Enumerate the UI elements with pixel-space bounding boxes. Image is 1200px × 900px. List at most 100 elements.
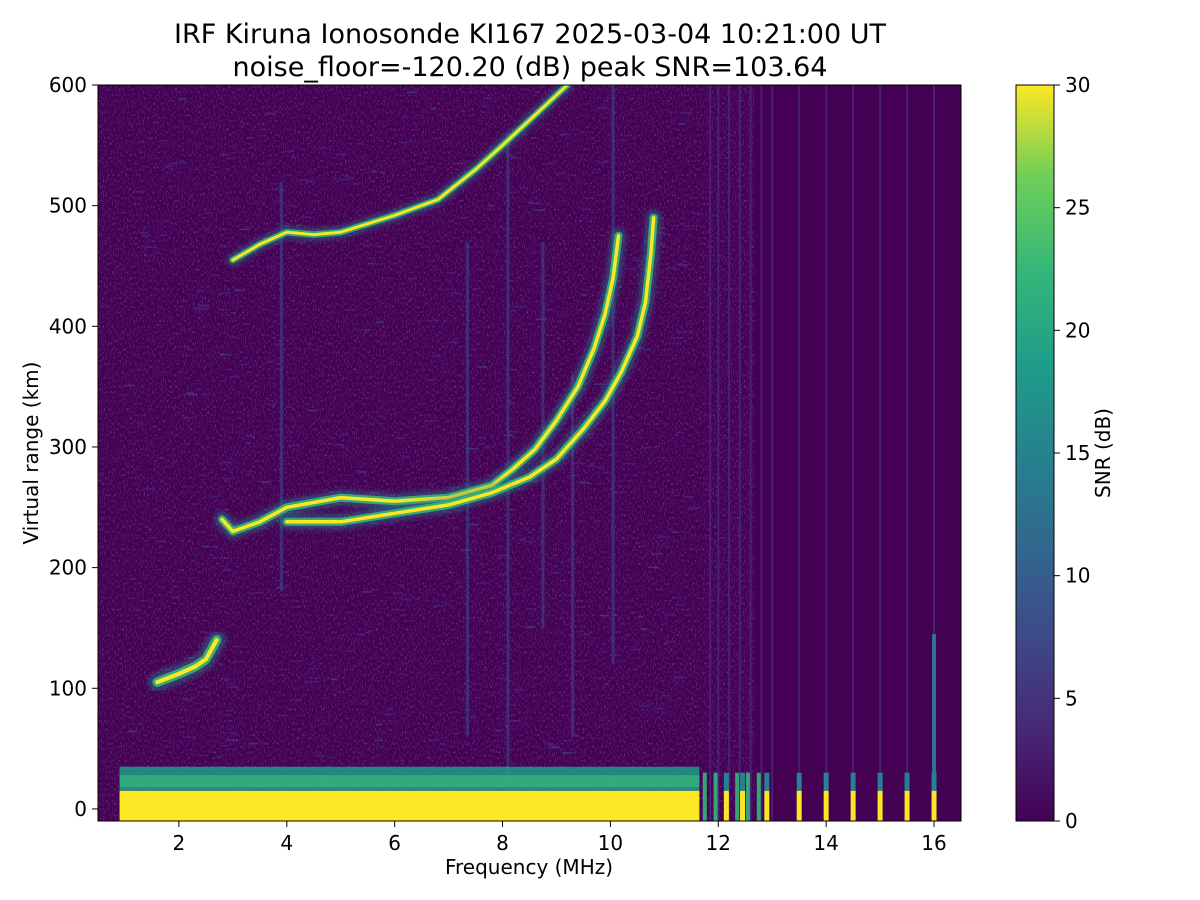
noise-speck xyxy=(249,592,262,594)
noise-speck xyxy=(393,609,399,611)
noise-speck xyxy=(144,227,147,229)
noise-speck xyxy=(427,319,439,322)
noise-speck xyxy=(560,133,572,136)
noise-speck xyxy=(512,592,522,595)
noise-speck xyxy=(223,582,231,585)
noise-speck xyxy=(571,735,580,737)
noise-speck xyxy=(534,209,545,211)
noise-speck xyxy=(520,298,525,301)
noise-speck xyxy=(219,663,223,666)
noise-speck xyxy=(428,739,440,741)
noise-speck xyxy=(429,378,437,381)
noise-speck xyxy=(673,224,680,227)
noise-speck xyxy=(467,523,479,526)
noise-speck xyxy=(134,190,146,193)
noise-speck xyxy=(395,437,407,439)
noise-speck xyxy=(538,528,541,531)
noise-speck xyxy=(563,740,571,742)
ground-tick-bar xyxy=(723,790,729,821)
noise-speck xyxy=(459,698,466,701)
noise-speck xyxy=(180,569,184,571)
streak xyxy=(825,85,828,821)
noise-speck xyxy=(500,677,506,680)
noise-speck xyxy=(431,701,434,704)
y-tick-label: 200 xyxy=(49,556,87,580)
noise-speck xyxy=(509,402,517,405)
noise-speck xyxy=(231,312,236,314)
streak xyxy=(738,85,741,821)
noise-speck xyxy=(600,468,605,470)
noise-speck xyxy=(375,321,384,324)
noise-texture xyxy=(119,85,697,821)
noise-speck xyxy=(476,366,487,368)
noise-speck xyxy=(678,264,688,266)
noise-speck xyxy=(208,495,220,498)
noise-speck xyxy=(278,714,289,717)
ground-tick-bar xyxy=(931,790,937,821)
noise-speck xyxy=(665,267,675,270)
ground-tick-fringe xyxy=(723,772,729,791)
ground-tick-bar xyxy=(702,772,707,821)
noise-speck xyxy=(284,571,289,573)
x-tick-label: 8 xyxy=(496,831,509,855)
noise-speck xyxy=(495,582,499,585)
noise-speck xyxy=(639,628,648,630)
noise-speck xyxy=(193,307,202,309)
noise-speck xyxy=(410,576,414,579)
y-tick-label: 0 xyxy=(74,797,87,821)
noise-speck xyxy=(199,193,206,195)
noise-speck xyxy=(556,172,564,175)
noise-speck xyxy=(431,355,443,358)
noise-speck xyxy=(298,179,309,181)
noise-speck xyxy=(427,757,430,759)
noise-speck xyxy=(141,235,152,237)
noise-speck xyxy=(583,197,594,199)
noise-speck xyxy=(378,563,382,566)
noise-speck xyxy=(548,744,559,747)
noise-speck xyxy=(268,565,275,568)
noise-speck xyxy=(188,196,193,199)
noise-speck xyxy=(219,744,230,747)
noise-speck xyxy=(332,555,339,558)
noise-speck xyxy=(309,409,318,412)
noise-speck xyxy=(198,304,210,307)
noise-speck xyxy=(509,539,515,542)
x-tick-label: 12 xyxy=(706,831,731,855)
x-tick-label: 14 xyxy=(813,831,838,855)
noise-speck xyxy=(370,685,374,688)
x-axis-label: Frequency (MHz) xyxy=(445,855,613,879)
noise-speck xyxy=(611,491,620,494)
streak xyxy=(728,85,731,821)
streak xyxy=(933,85,936,821)
noise-speck xyxy=(245,442,251,445)
ground-tick-bar xyxy=(904,790,910,821)
noise-speck xyxy=(412,192,417,194)
noise-speck xyxy=(422,161,427,163)
noise-speck xyxy=(361,471,366,473)
noise-speck xyxy=(296,224,302,227)
noise-speck xyxy=(497,554,510,557)
noise-speck xyxy=(222,569,232,572)
noise-speck xyxy=(483,105,490,108)
noise-speck xyxy=(196,289,205,292)
noise-speck xyxy=(186,392,194,395)
noise-speck xyxy=(139,141,145,144)
noise-speck xyxy=(381,334,387,337)
noise-speck xyxy=(355,142,363,145)
noise-speck xyxy=(558,522,562,525)
noise-speck xyxy=(690,107,693,110)
noise-speck xyxy=(406,91,418,94)
noise-speck xyxy=(408,299,413,302)
noise-speck xyxy=(317,147,328,150)
noise-speck xyxy=(595,466,600,469)
noise-speck xyxy=(163,165,174,168)
noise-speck xyxy=(288,444,299,447)
noise-speck xyxy=(375,109,379,111)
noise-speck xyxy=(629,648,641,651)
noise-speck xyxy=(676,603,684,606)
streak xyxy=(717,85,720,821)
noise-speck xyxy=(389,521,394,524)
noise-speck xyxy=(265,265,277,268)
noise-speck xyxy=(500,573,509,576)
noise-speck xyxy=(464,743,471,745)
